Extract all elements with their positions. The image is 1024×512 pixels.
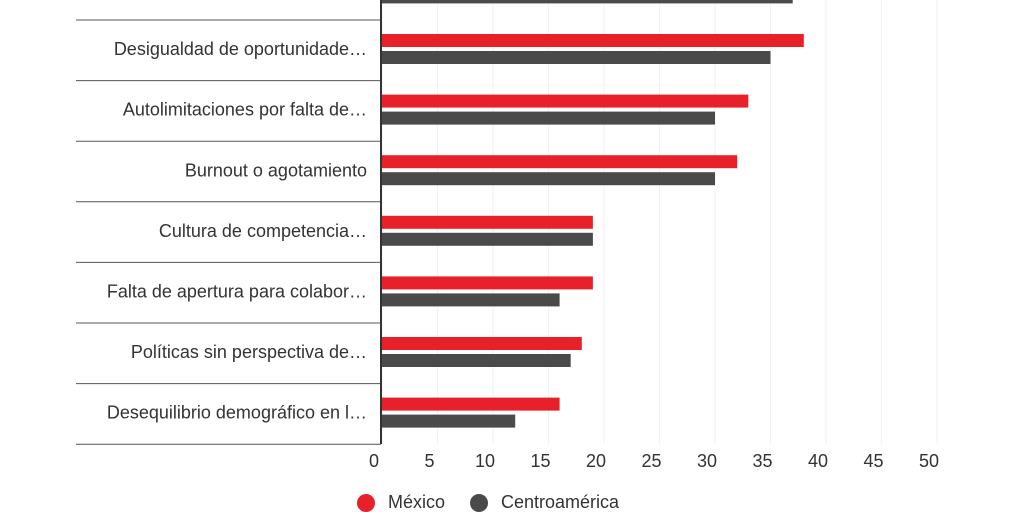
legend-label: México bbox=[388, 492, 445, 512]
bar bbox=[382, 354, 571, 367]
x-tick-label: 40 bbox=[808, 451, 828, 471]
legend-label: Centroamérica bbox=[501, 492, 620, 512]
bar bbox=[382, 276, 593, 290]
legend-marker bbox=[470, 494, 489, 512]
x-tick-label: 15 bbox=[530, 451, 550, 471]
y-tick-label: Cultura de competencia… bbox=[159, 221, 367, 241]
x-tick-label: 10 bbox=[475, 451, 495, 471]
bar bbox=[382, 397, 560, 411]
x-tick-label: 5 bbox=[424, 451, 434, 471]
bar bbox=[382, 51, 771, 64]
bar bbox=[382, 293, 560, 307]
x-tick-label: 35 bbox=[752, 451, 772, 471]
y-tick-label: Desequilibrio demográfico en l… bbox=[107, 403, 367, 423]
y-tick-label: Autolimitaciones por falta de… bbox=[123, 100, 367, 120]
x-tick-label: 0 bbox=[369, 451, 379, 471]
bar bbox=[382, 155, 738, 169]
x-tick-label: 50 bbox=[919, 451, 939, 471]
bar bbox=[382, 232, 593, 246]
bar bbox=[382, 172, 715, 186]
y-tick-label: Burnout o agotamiento bbox=[185, 160, 367, 180]
bar bbox=[382, 414, 516, 428]
legend-marker bbox=[357, 494, 375, 512]
bar bbox=[382, 34, 804, 47]
x-tick-label: 20 bbox=[586, 451, 606, 471]
x-tick-label: 45 bbox=[863, 451, 883, 471]
bar bbox=[382, 111, 715, 125]
x-tick-label: 30 bbox=[697, 451, 717, 471]
bar bbox=[382, 94, 749, 108]
y-tick-label: Falta de apertura para colabor… bbox=[107, 281, 367, 301]
bar bbox=[382, 215, 593, 229]
y-tick-label: Políticas sin perspectiva de… bbox=[131, 342, 367, 362]
bar bbox=[382, 0, 793, 4]
x-tick-label: 25 bbox=[641, 451, 661, 471]
bar bbox=[382, 337, 582, 350]
y-tick-label: Desigualdad de oportunidade… bbox=[114, 39, 367, 59]
